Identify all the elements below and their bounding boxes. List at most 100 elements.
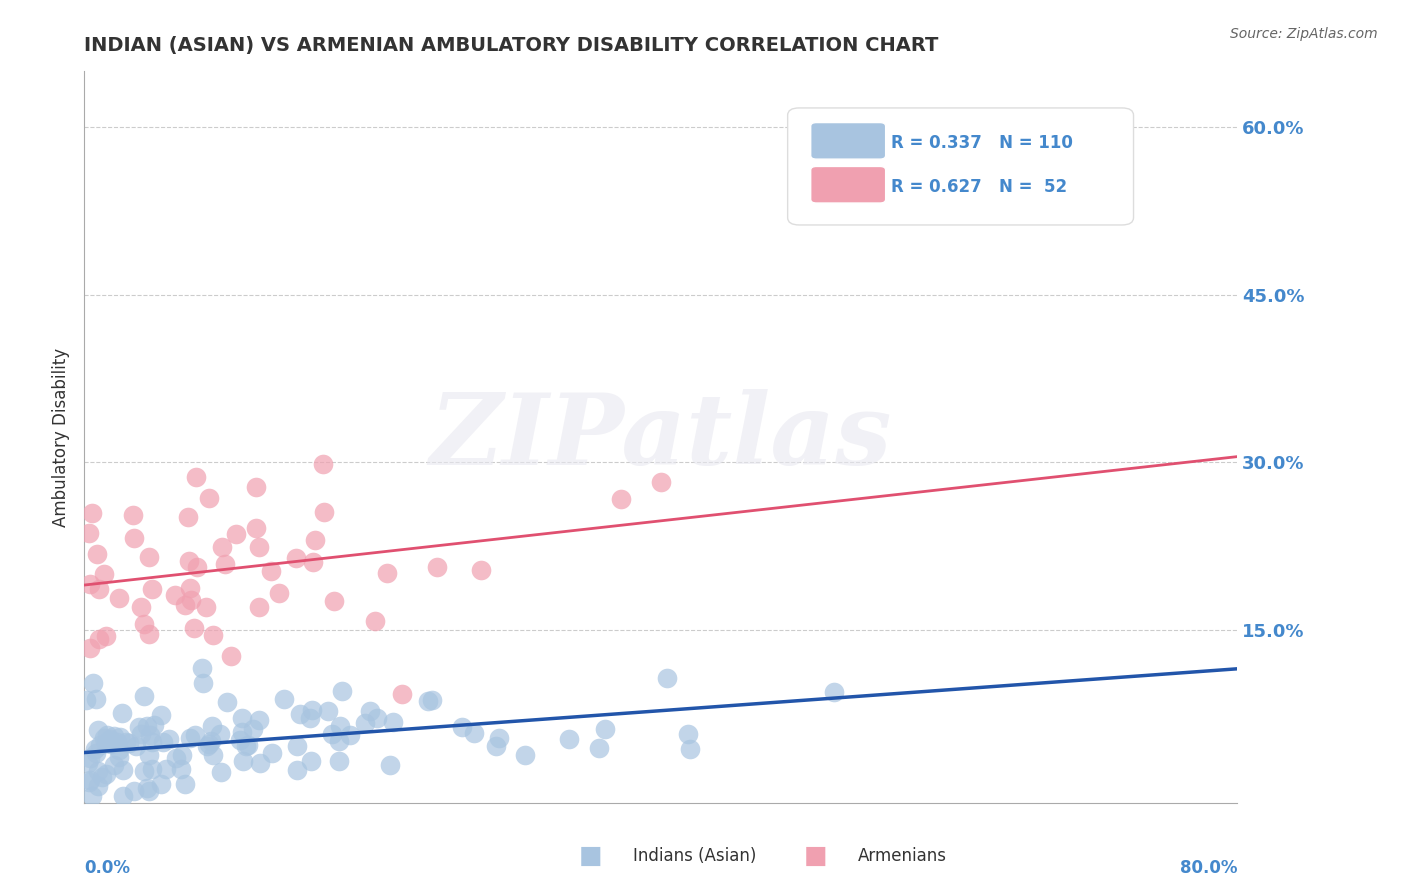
Point: [302, 555, 325, 569]
Point: [128, 720, 150, 734]
Point: [364, 614, 387, 628]
Point: [82, 676, 104, 690]
Text: ■: ■: [804, 845, 827, 868]
Point: [247, 600, 270, 615]
Point: [312, 457, 335, 471]
Text: R = 0.337   N = 110: R = 0.337 N = 110: [891, 134, 1073, 152]
Point: [132, 617, 155, 632]
Point: [420, 693, 443, 707]
Point: [129, 599, 152, 614]
Point: [80, 507, 103, 521]
Point: [79, 577, 101, 591]
Point: [910, 181, 932, 195]
Point: [558, 732, 581, 747]
Point: [426, 560, 449, 574]
Point: [141, 735, 163, 749]
Text: R = 0.627   N =  52: R = 0.627 N = 52: [891, 178, 1067, 196]
Point: [262, 746, 284, 760]
Point: [142, 717, 165, 731]
Point: [290, 706, 312, 721]
Point: [366, 711, 388, 725]
Point: [215, 695, 238, 709]
Point: [122, 784, 145, 798]
Point: [87, 582, 110, 596]
Point: [132, 689, 155, 703]
Point: [131, 727, 153, 741]
Point: [183, 621, 205, 635]
Point: [236, 738, 259, 752]
Point: [332, 683, 354, 698]
Point: [198, 737, 221, 751]
Point: [98, 732, 121, 747]
Point: [231, 725, 253, 739]
Point: [197, 491, 219, 506]
Point: [375, 566, 398, 580]
Point: [82, 789, 104, 803]
Y-axis label: Ambulatory Disability: Ambulatory Disability: [52, 348, 70, 526]
Point: [125, 739, 148, 753]
FancyBboxPatch shape: [787, 108, 1133, 225]
Point: [321, 727, 343, 741]
Point: [650, 475, 672, 490]
Point: [138, 627, 160, 641]
Point: [823, 684, 845, 698]
Point: [679, 742, 702, 756]
Point: [86, 723, 108, 737]
Point: [111, 789, 134, 803]
Point: [285, 739, 308, 754]
Point: [149, 777, 172, 791]
Text: ■: ■: [579, 845, 602, 868]
Point: [86, 547, 108, 561]
Point: [105, 735, 128, 749]
Point: [202, 747, 225, 762]
Point: [470, 564, 492, 578]
Point: [339, 728, 361, 742]
Text: 0.0%: 0.0%: [84, 859, 131, 877]
Point: [103, 758, 125, 772]
Point: [588, 740, 610, 755]
Point: [515, 747, 537, 762]
Point: [93, 731, 115, 745]
Point: [177, 554, 200, 568]
Point: [260, 564, 283, 578]
Point: [610, 491, 633, 506]
Point: [114, 735, 136, 749]
Point: [273, 692, 295, 706]
Point: [488, 731, 510, 746]
Text: Indians (Asian): Indians (Asian): [633, 847, 756, 865]
Point: [173, 777, 195, 791]
Point: [485, 739, 508, 754]
Point: [103, 729, 125, 743]
Point: [285, 764, 308, 778]
Point: [184, 728, 207, 742]
Point: [141, 582, 163, 596]
Point: [382, 714, 405, 729]
Point: [138, 784, 160, 798]
Point: [122, 508, 145, 523]
Point: [678, 727, 700, 741]
Point: [77, 756, 100, 771]
Point: [232, 754, 254, 768]
Point: [170, 763, 193, 777]
FancyBboxPatch shape: [811, 167, 886, 203]
Point: [242, 722, 264, 736]
Point: [378, 758, 401, 772]
Point: [195, 739, 218, 753]
Point: [84, 691, 107, 706]
Point: [450, 720, 472, 734]
Point: [155, 762, 177, 776]
Text: INDIAN (ASIAN) VS ARMENIAN AMBULATORY DISABILITY CORRELATION CHART: INDIAN (ASIAN) VS ARMENIAN AMBULATORY DI…: [84, 36, 939, 54]
Point: [285, 551, 308, 566]
Point: [108, 743, 131, 757]
Point: [316, 704, 339, 718]
Point: [141, 762, 163, 776]
Point: [91, 770, 114, 784]
Point: [418, 694, 440, 708]
Point: [463, 726, 485, 740]
Point: [329, 719, 352, 733]
FancyBboxPatch shape: [811, 122, 886, 159]
Point: [111, 706, 134, 721]
Point: [124, 532, 146, 546]
Point: [299, 711, 322, 725]
Point: [391, 687, 413, 701]
